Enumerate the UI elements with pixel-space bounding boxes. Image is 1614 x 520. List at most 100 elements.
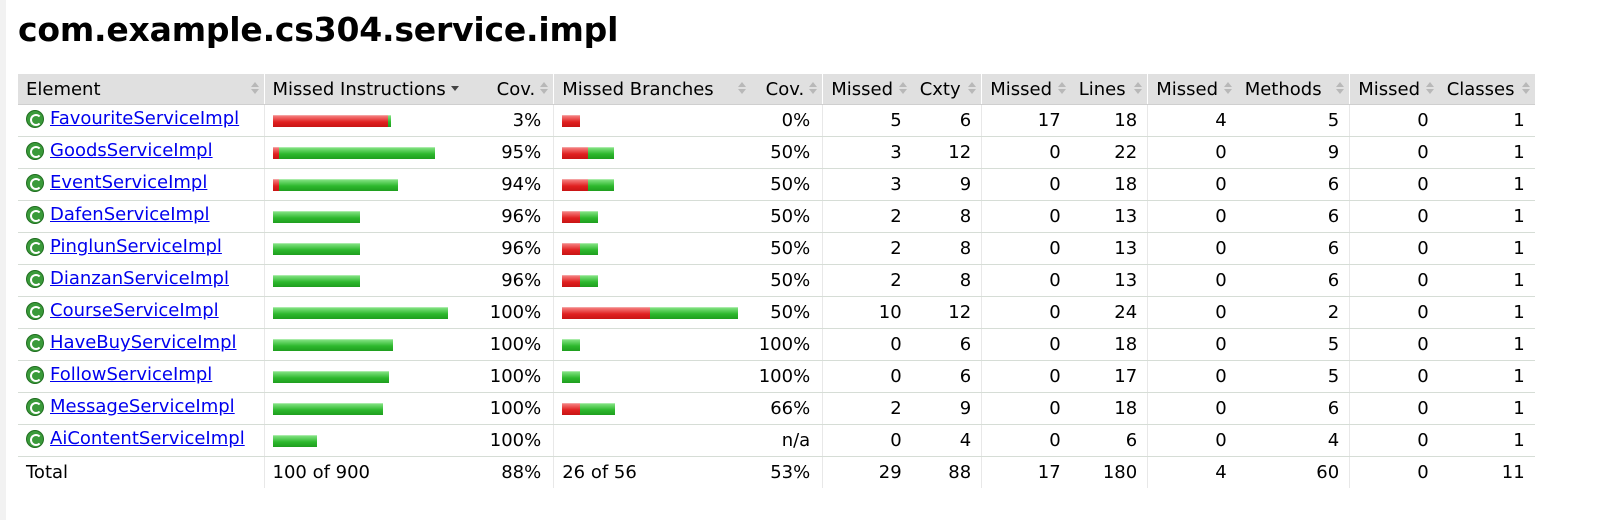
header-instructions-cov[interactable]: Cov. <box>463 74 554 105</box>
missed-methods: 0 <box>1147 296 1237 329</box>
cxty: 8 <box>911 200 982 233</box>
header-lines[interactable]: Lines <box>1070 74 1148 105</box>
missed-methods: 0 <box>1147 424 1237 457</box>
element-cell: DafenServiceImpl <box>18 200 264 233</box>
sort-arrows-icon <box>250 82 260 96</box>
covered-instructions-segment <box>272 306 448 319</box>
missed-instructions-segment <box>272 114 388 127</box>
header-classes[interactable]: Classes <box>1438 74 1535 105</box>
instructions-bar <box>272 210 456 224</box>
lines: 13 <box>1070 232 1148 265</box>
header-missed-cxty[interactable]: Missed <box>822 74 912 105</box>
covered-branches-segment <box>588 178 615 191</box>
lines: 24 <box>1070 296 1148 329</box>
lines: 18 <box>1070 168 1148 201</box>
missed-lines: 0 <box>981 200 1071 233</box>
branches-bar-cell <box>553 136 751 169</box>
element-cell: AiContentServiceImpl <box>18 424 264 457</box>
element-class: CourseServiceImpl <box>26 300 219 321</box>
element-cell: GoodsServiceImpl <box>18 136 264 169</box>
table-row: FavouriteServiceImpl 3% 0% 5 6 17 18 4 5 0 1 <box>18 104 1535 137</box>
element-link[interactable]: HaveBuyServiceImpl <box>50 332 237 354</box>
cxty: 9 <box>911 168 982 201</box>
header-missed-cxty-label: Missed <box>831 78 893 100</box>
table-row: GoodsServiceImpl 95% 50% 3 12 0 22 0 9 0 1 <box>18 136 1535 169</box>
left-border <box>0 0 6 520</box>
covered-instructions-segment <box>272 402 383 415</box>
table-row: DafenServiceImpl 96% 50% 2 8 0 13 0 6 0 1 <box>18 200 1535 233</box>
header-cxty-label: Cxty <box>919 78 961 100</box>
classes: 1 <box>1438 104 1535 137</box>
header-instructions-cov-label: Cov. <box>496 78 536 100</box>
missed-lines: 0 <box>981 296 1071 329</box>
element-class: DafenServiceImpl <box>26 204 210 225</box>
element-class: MessageServiceImpl <box>26 396 235 417</box>
total-missed-cxty: 29 <box>822 456 912 488</box>
header-lines-label: Lines <box>1078 78 1126 100</box>
total-instructions-cov: 88% <box>501 462 542 483</box>
element-link[interactable]: CourseServiceImpl <box>50 300 219 322</box>
instructions-bar-cell <box>263 296 464 329</box>
sort-arrows-icon <box>1521 82 1531 96</box>
classes: 1 <box>1438 200 1535 233</box>
header-missed-lines[interactable]: Missed <box>981 74 1071 105</box>
element-link[interactable]: AiContentServiceImpl <box>50 428 245 450</box>
classes: 1 <box>1438 392 1535 425</box>
header-missed-instructions[interactable]: Missed Instructions <box>263 74 464 105</box>
instructions-bar-cell <box>263 104 464 137</box>
element-link[interactable]: PinglunServiceImpl <box>50 236 222 258</box>
sort-arrows-icon <box>1057 82 1067 96</box>
branches-bar-cell <box>553 168 751 201</box>
branches-bar <box>562 242 743 256</box>
instructions-bar-cell <box>263 264 464 297</box>
missed-lines: 0 <box>981 328 1071 361</box>
header-branches-cov[interactable]: Cov. <box>750 74 823 105</box>
element-link[interactable]: DianzanServiceImpl <box>50 268 229 290</box>
total-branches: 26 of 56 <box>553 456 751 488</box>
header-methods[interactable]: Methods <box>1236 74 1350 105</box>
element-link[interactable]: EventServiceImpl <box>50 172 208 194</box>
instructions-bar-cell <box>263 360 464 393</box>
branches-bar-cell <box>553 296 751 329</box>
header-missed-classes[interactable]: Missed <box>1349 74 1439 105</box>
branches-bar-cell <box>553 104 751 137</box>
missed-cxty: 3 <box>822 168 912 201</box>
branches-bar <box>562 402 743 416</box>
table-row: CourseServiceImpl 100% 50% 10 12 0 24 0 2 0 1 <box>18 296 1535 329</box>
sort-arrows-icon <box>898 82 908 96</box>
missed-classes: 0 <box>1349 168 1439 201</box>
element-cell: MessageServiceImpl <box>18 392 264 425</box>
instructions-cov: 100% <box>463 392 554 425</box>
header-missed-methods[interactable]: Missed <box>1147 74 1237 105</box>
branches-bar-cell <box>553 392 751 425</box>
lines: 18 <box>1070 328 1148 361</box>
sort-arrows-icon <box>1425 82 1435 96</box>
element-link[interactable]: FollowServiceImpl <box>50 364 213 386</box>
sort-arrows-icon <box>1133 82 1143 96</box>
missed-lines: 0 <box>981 360 1071 393</box>
lines: 18 <box>1070 104 1148 137</box>
total-methods: 60 <box>1316 462 1340 483</box>
classes: 1 <box>1438 264 1535 297</box>
header-missed-branches[interactable]: Missed Branches <box>553 74 751 105</box>
instructions-bar-cell <box>263 136 464 169</box>
header-missed-instructions-label: Missed Instructions <box>272 78 446 100</box>
element-cell: CourseServiceImpl <box>18 296 264 329</box>
missed-instructions-segment <box>272 178 279 191</box>
instructions-cov: 94% <box>463 168 554 201</box>
element-link[interactable]: GoodsServiceImpl <box>50 140 213 162</box>
covered-branches-segment <box>650 306 739 319</box>
instructions-bar <box>272 402 456 416</box>
methods: 2 <box>1236 296 1350 329</box>
branches-cov: 100% <box>750 360 823 393</box>
branches-cov: 50% <box>750 168 823 201</box>
element-link[interactable]: MessageServiceImpl <box>50 396 235 418</box>
instructions-bar-cell <box>263 392 464 425</box>
element-link[interactable]: FavouriteServiceImpl <box>50 108 240 130</box>
element-link[interactable]: DafenServiceImpl <box>50 204 210 226</box>
methods: 9 <box>1236 136 1350 169</box>
header-cxty[interactable]: Cxty <box>911 74 982 105</box>
missed-cxty: 3 <box>822 136 912 169</box>
branches-bar-cell <box>553 232 751 265</box>
header-element[interactable]: Element <box>18 74 264 105</box>
